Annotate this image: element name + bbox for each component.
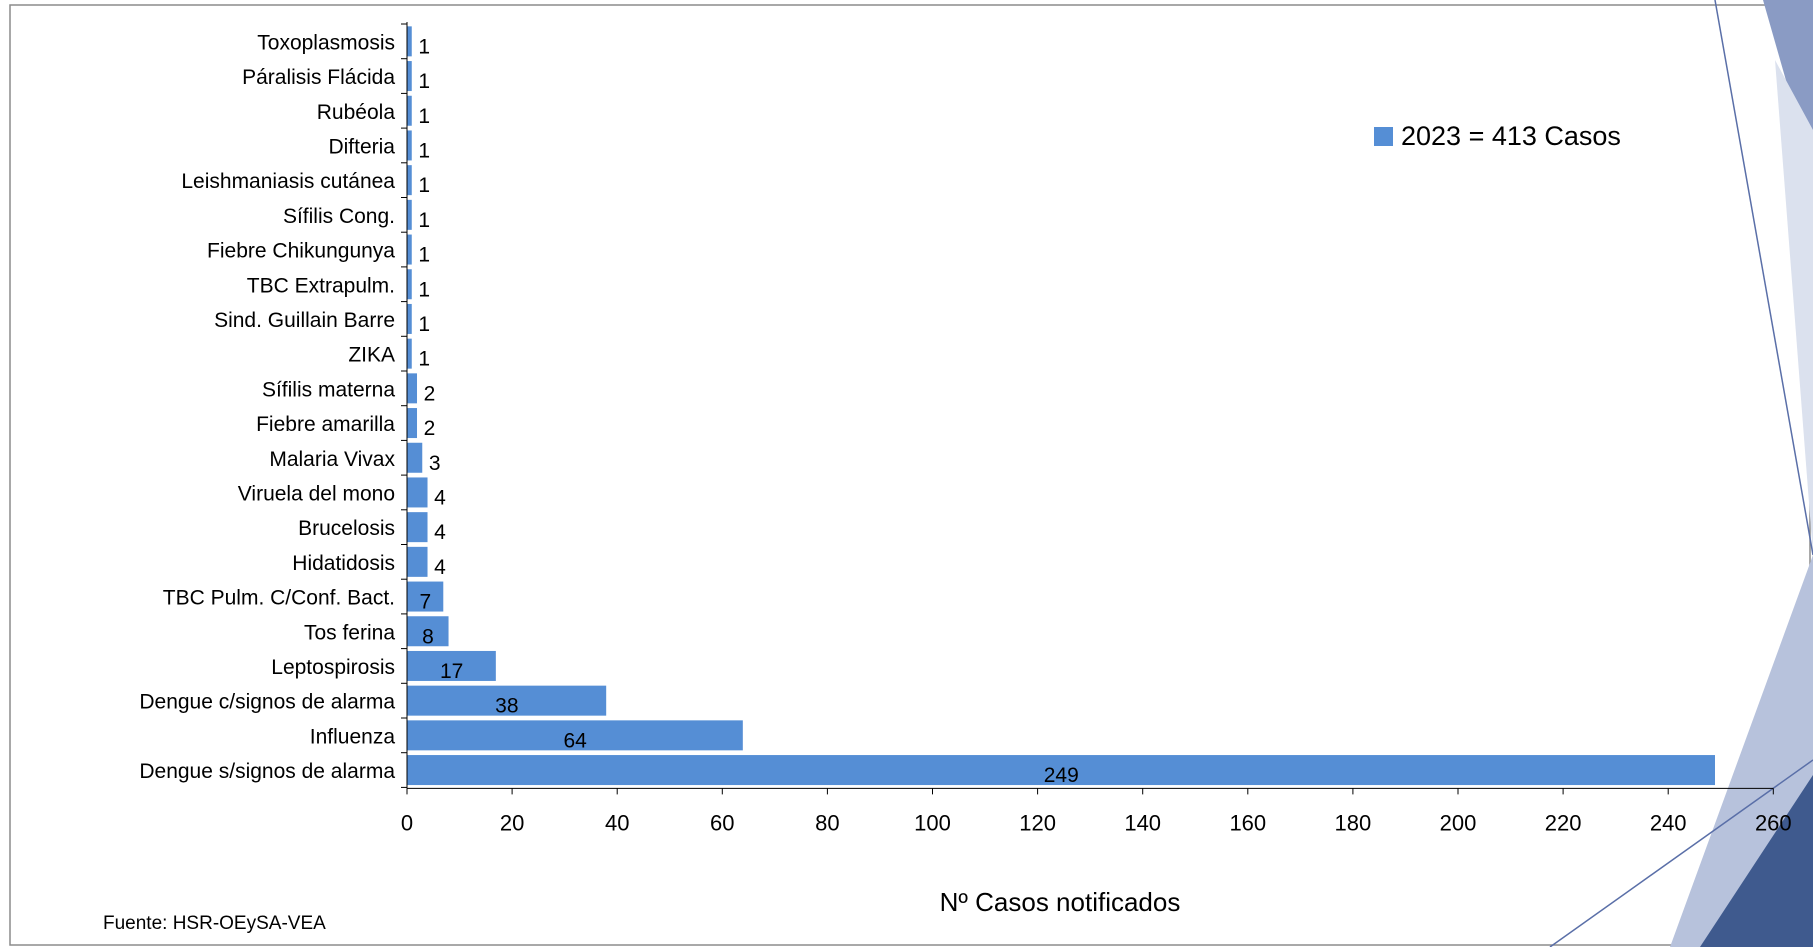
decorative-facets [1549, 0, 1813, 947]
legend-label: 2023 = 413 Casos [1401, 121, 1621, 151]
bar [406, 198, 413, 231]
data-label: 8 [422, 625, 434, 648]
source-note: Fuente: HSR-OEySA-VEA [103, 913, 326, 934]
legend-swatch [1374, 127, 1393, 146]
data-label: 3 [429, 452, 441, 475]
data-label: 1 [418, 105, 430, 128]
x-tick-label: 100 [914, 810, 951, 835]
category-label: Difteria [328, 135, 395, 158]
data-label: 64 [563, 729, 587, 752]
category-label: Rubéola [317, 101, 396, 124]
data-label: 7 [420, 591, 432, 614]
data-label: 4 [434, 486, 446, 509]
data-label: 249 [1044, 764, 1079, 787]
category-label: Tos ferina [304, 621, 395, 644]
x-tick-label: 180 [1335, 810, 1372, 835]
category-label: Páralisis Flácida [242, 66, 395, 89]
x-tick-label: 80 [815, 810, 839, 835]
category-label: Dengue c/signos de alarma [139, 691, 395, 714]
category-label: Viruela del mono [238, 482, 395, 505]
data-label: 1 [418, 244, 430, 267]
bar [406, 164, 413, 197]
data-label: 1 [418, 70, 430, 93]
category-label: Malaria Vivax [269, 448, 395, 471]
bar [406, 268, 413, 301]
data-label: 1 [418, 313, 430, 336]
bar [406, 580, 445, 613]
bar [406, 94, 413, 127]
category-label: Hidatidosis [292, 552, 395, 575]
x-tick-label: 120 [1019, 810, 1056, 835]
bar [406, 407, 419, 440]
category-label: Sífilis Cong. [283, 205, 395, 228]
bar [406, 754, 1716, 787]
bar [406, 476, 429, 509]
bar [406, 441, 424, 474]
x-tick-label: 260 [1755, 810, 1792, 835]
data-label: 2 [424, 382, 436, 405]
x-tick-label: 220 [1545, 810, 1582, 835]
x-tick-label: 200 [1440, 810, 1477, 835]
data-label: 2 [424, 417, 436, 440]
x-tick-label: 0 [401, 810, 413, 835]
data-label: 1 [418, 139, 430, 162]
category-labels: Toxoplasmosis Páralisis Flácida Rubéola Dif… [139, 31, 395, 783]
x-tick-label: 60 [710, 810, 734, 835]
x-tick-label: 20 [500, 810, 524, 835]
category-label: ZIKA [348, 344, 395, 367]
data-label: 38 [495, 695, 518, 718]
data-label: 4 [434, 521, 446, 544]
x-tick-label: 40 [605, 810, 629, 835]
x-axis: 0 20 40 60 80 100 120 140 160 180 200 220 240 260 [401, 22, 1792, 835]
data-label: 1 [418, 35, 430, 58]
category-label: Fiebre Chikungunya [207, 240, 395, 263]
data-label: 1 [418, 209, 430, 232]
bar [406, 649, 497, 682]
bar [406, 25, 413, 58]
category-label: Sind. Guillain Barre [214, 309, 395, 332]
category-label: Sífilis materna [262, 378, 395, 401]
category-label: TBC Pulm. C/Conf. Bact. [163, 587, 395, 610]
x-axis-title: Nº Casos notificados [940, 887, 1181, 917]
x-tick-label: 240 [1650, 810, 1687, 835]
legend: 2023 = 413 Casos [1374, 121, 1621, 151]
bar [406, 233, 413, 266]
bar [406, 302, 413, 335]
category-label: Fiebre amarilla [256, 413, 395, 436]
category-label: Toxoplasmosis [257, 31, 395, 54]
bar [406, 60, 413, 93]
bar [406, 545, 429, 578]
data-label: 1 [418, 174, 430, 197]
data-label: 1 [418, 348, 430, 371]
category-label: Leptospirosis [271, 656, 395, 679]
bar [406, 337, 413, 370]
data-label: 17 [440, 660, 463, 683]
bar [406, 511, 429, 544]
category-label: Dengue s/signos de alarma [139, 760, 395, 783]
data-label: 4 [434, 556, 446, 579]
bar [406, 372, 419, 405]
bar [406, 129, 413, 162]
data-label: 1 [418, 278, 430, 301]
bars-layer [406, 25, 1716, 787]
x-tick-label: 140 [1124, 810, 1161, 835]
x-tick-label: 160 [1229, 810, 1266, 835]
category-label: Influenza [310, 725, 396, 748]
bar [406, 615, 450, 648]
bar [406, 719, 744, 752]
category-label: Leishmaniasis cutánea [181, 170, 395, 193]
category-label: TBC Extrapulm. [247, 274, 395, 297]
bar [406, 684, 608, 717]
category-label: Brucelosis [298, 517, 395, 540]
